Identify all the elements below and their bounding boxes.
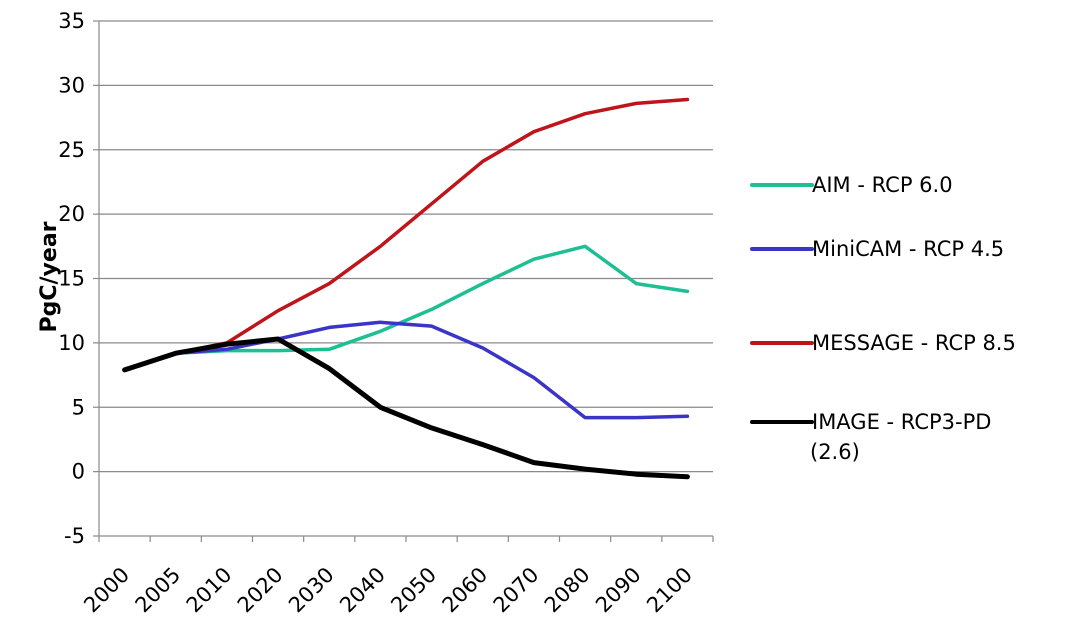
- legend: AIM - RCP 6.0 MiniCAM - RCP 4.5 MESSAGE - …: [750, 173, 1016, 464]
- series-line-1: [122, 320, 690, 420]
- legend-item: AIM - RCP 6.0: [750, 173, 953, 197]
- x-tick-label: 2040: [335, 563, 390, 618]
- y-tick-label: 30: [58, 73, 85, 97]
- x-tick-label: 2070: [489, 563, 544, 618]
- x-tick-label: 2100: [642, 563, 697, 618]
- series-line-3: [122, 336, 690, 480]
- y-tick-labels: -5 0 5 10 15 20 25 30 35: [58, 9, 85, 548]
- y-tick-label: 0: [72, 460, 85, 484]
- y-tick-label: 5: [72, 395, 85, 419]
- x-tick-label: 2030: [284, 563, 339, 618]
- x-tick-labels: 2000200520102020203020402050206020702080…: [79, 563, 697, 618]
- x-tick-label: 2060: [438, 563, 493, 618]
- legend-label: MiniCAM - RCP 4.5: [812, 237, 1004, 261]
- legend-label: AIM - RCP 6.0: [812, 173, 953, 197]
- y-tick-label: -5: [64, 524, 85, 548]
- y-tick-label: 20: [58, 202, 85, 226]
- y-tick-label: 25: [58, 138, 85, 162]
- y-tick-label: 35: [58, 9, 85, 33]
- x-tick-label: 2020: [233, 563, 288, 618]
- x-tick-label: 2000: [79, 563, 134, 618]
- legend-item: MiniCAM - RCP 4.5: [750, 237, 1004, 261]
- legend-label: IMAGE - RCP3-PD (2.6): [810, 410, 991, 464]
- legend-item: MESSAGE - RCP 8.5: [750, 331, 1016, 355]
- x-tick-label: 2005: [131, 563, 186, 618]
- x-tick-label: 2050: [386, 563, 441, 618]
- y-tick-label: 10: [58, 331, 85, 355]
- legend-item: IMAGE - RCP3-PD (2.6): [750, 410, 991, 464]
- y-axis-label: PgC/year: [37, 221, 62, 332]
- x-tick-label: 2090: [591, 563, 646, 618]
- x-tick-label: 2080: [540, 563, 595, 618]
- y-tick-label: 15: [58, 267, 85, 291]
- legend-label: MESSAGE - RCP 8.5: [812, 331, 1016, 355]
- series-lines: [122, 97, 690, 480]
- series-line-2: [122, 97, 690, 372]
- gridlines: [99, 20, 713, 537]
- axes: [93, 20, 714, 542]
- x-tick-label: 2010: [182, 563, 237, 618]
